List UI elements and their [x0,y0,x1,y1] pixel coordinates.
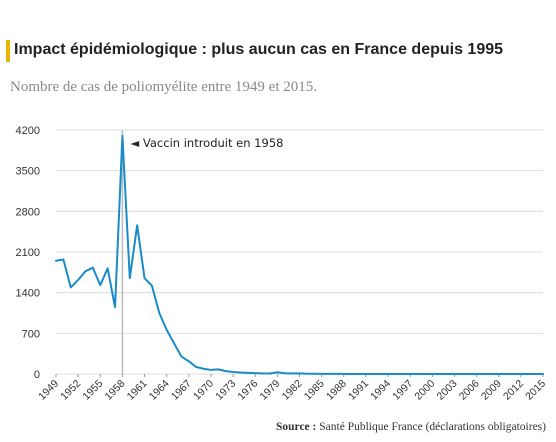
y-tick-label: 2100 [16,247,40,259]
x-tick-label: 1976 [235,378,260,403]
x-tick-label: 1973 [213,378,238,403]
x-tick-label: 2000 [412,378,437,403]
x-tick-label: 1952 [58,378,83,403]
x-tick-label: 1991 [346,378,371,403]
x-tick-label: 1949 [36,378,61,403]
x-tick-label: 1964 [147,378,172,403]
x-tick-label: 1958 [103,378,128,403]
y-tick-label: 1400 [16,288,40,300]
source-label: Source : [276,421,317,433]
x-tick-label: 1955 [80,378,105,403]
chart-title: Impact épidémiologique : plus aucun cas … [14,41,504,58]
y-tick-label: 3500 [16,166,40,178]
x-tick-label: 2003 [435,378,460,403]
x-tick-label: 1997 [390,378,415,403]
x-tick-label: 1982 [280,378,305,403]
y-tick-label: 0 [34,369,40,381]
y-tick-label: 2800 [16,206,40,218]
y-tick-label: 4200 [16,125,40,137]
x-tick-label: 2012 [501,378,526,403]
source-text: Santé Publique France (déclarations obli… [319,421,546,433]
y-tick-label: 700 [22,328,40,340]
x-tick-label: 1994 [368,378,393,403]
series-line [55,134,544,375]
x-tick-label: 1970 [191,378,216,403]
x-tick-label: 1967 [169,378,194,403]
x-tick-label: 2015 [523,378,548,403]
x-tick-label: 2006 [457,378,482,403]
chart-subtitle: Nombre de cas de poliomyélite entre 1949… [10,79,317,95]
x-tick-label: 2009 [479,378,504,403]
x-tick-label: 1988 [324,378,349,403]
vaccine-annotation: ◄ Vaccin introduit en 1958 [130,136,283,150]
x-tick-label: 1985 [302,378,327,403]
x-tick-label: 1979 [257,378,282,403]
source-note: Source : Santé Publique France (déclarat… [276,421,546,433]
x-tick-label: 1961 [125,378,150,403]
title-accent-bar [6,40,10,62]
